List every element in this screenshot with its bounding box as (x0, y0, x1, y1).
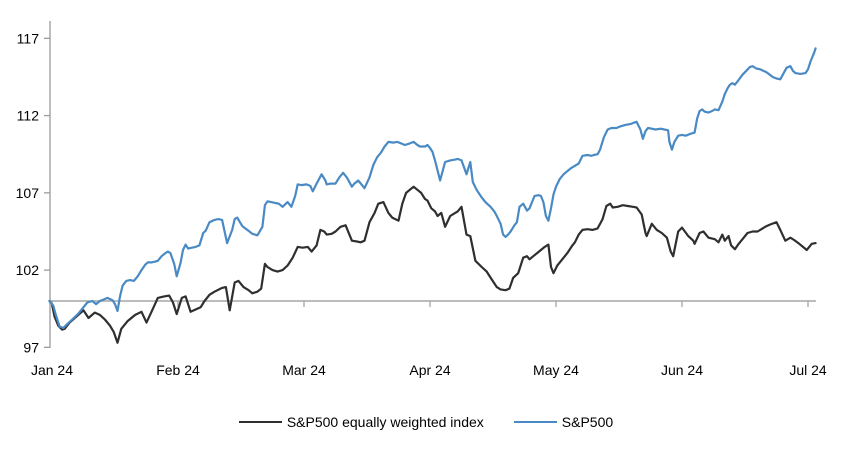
legend-label-equal-weight: S&P500 equally weighted index (286, 414, 484, 430)
x-axis-tick-label: May 24 (533, 362, 579, 378)
y-axis-tick-label: 117 (17, 30, 40, 46)
sp500-equal-weight-line (48, 185, 817, 344)
sp500-line (48, 47, 817, 330)
y-axis-tick-label: 102 (16, 262, 40, 278)
y-axis-tick-label: 107 (16, 185, 40, 201)
y-axis-tick-label: 112 (17, 108, 40, 124)
equal-weight-line-swatch (238, 421, 282, 423)
legend-label-sp500: S&P500 (561, 414, 614, 430)
x-axis-tick-label: Jul 24 (789, 362, 827, 378)
chart-legend: S&P500 equally weighted index S&P500 (0, 409, 852, 435)
legend-item-equal-weight: S&P500 equally weighted index (238, 414, 484, 430)
legend-item-sp500: S&P500 (513, 414, 614, 430)
x-axis-tick-label: Apr 24 (409, 362, 450, 378)
x-axis-tick-label: Jan 24 (31, 362, 73, 378)
x-axis-tick-label: Jun 24 (661, 362, 703, 378)
y-axis-tick-label: 97 (23, 339, 39, 355)
x-axis-tick-label: Feb 24 (156, 362, 200, 378)
x-axis-tick-label: Mar 24 (282, 362, 326, 378)
sp500-line-swatch (513, 421, 557, 423)
